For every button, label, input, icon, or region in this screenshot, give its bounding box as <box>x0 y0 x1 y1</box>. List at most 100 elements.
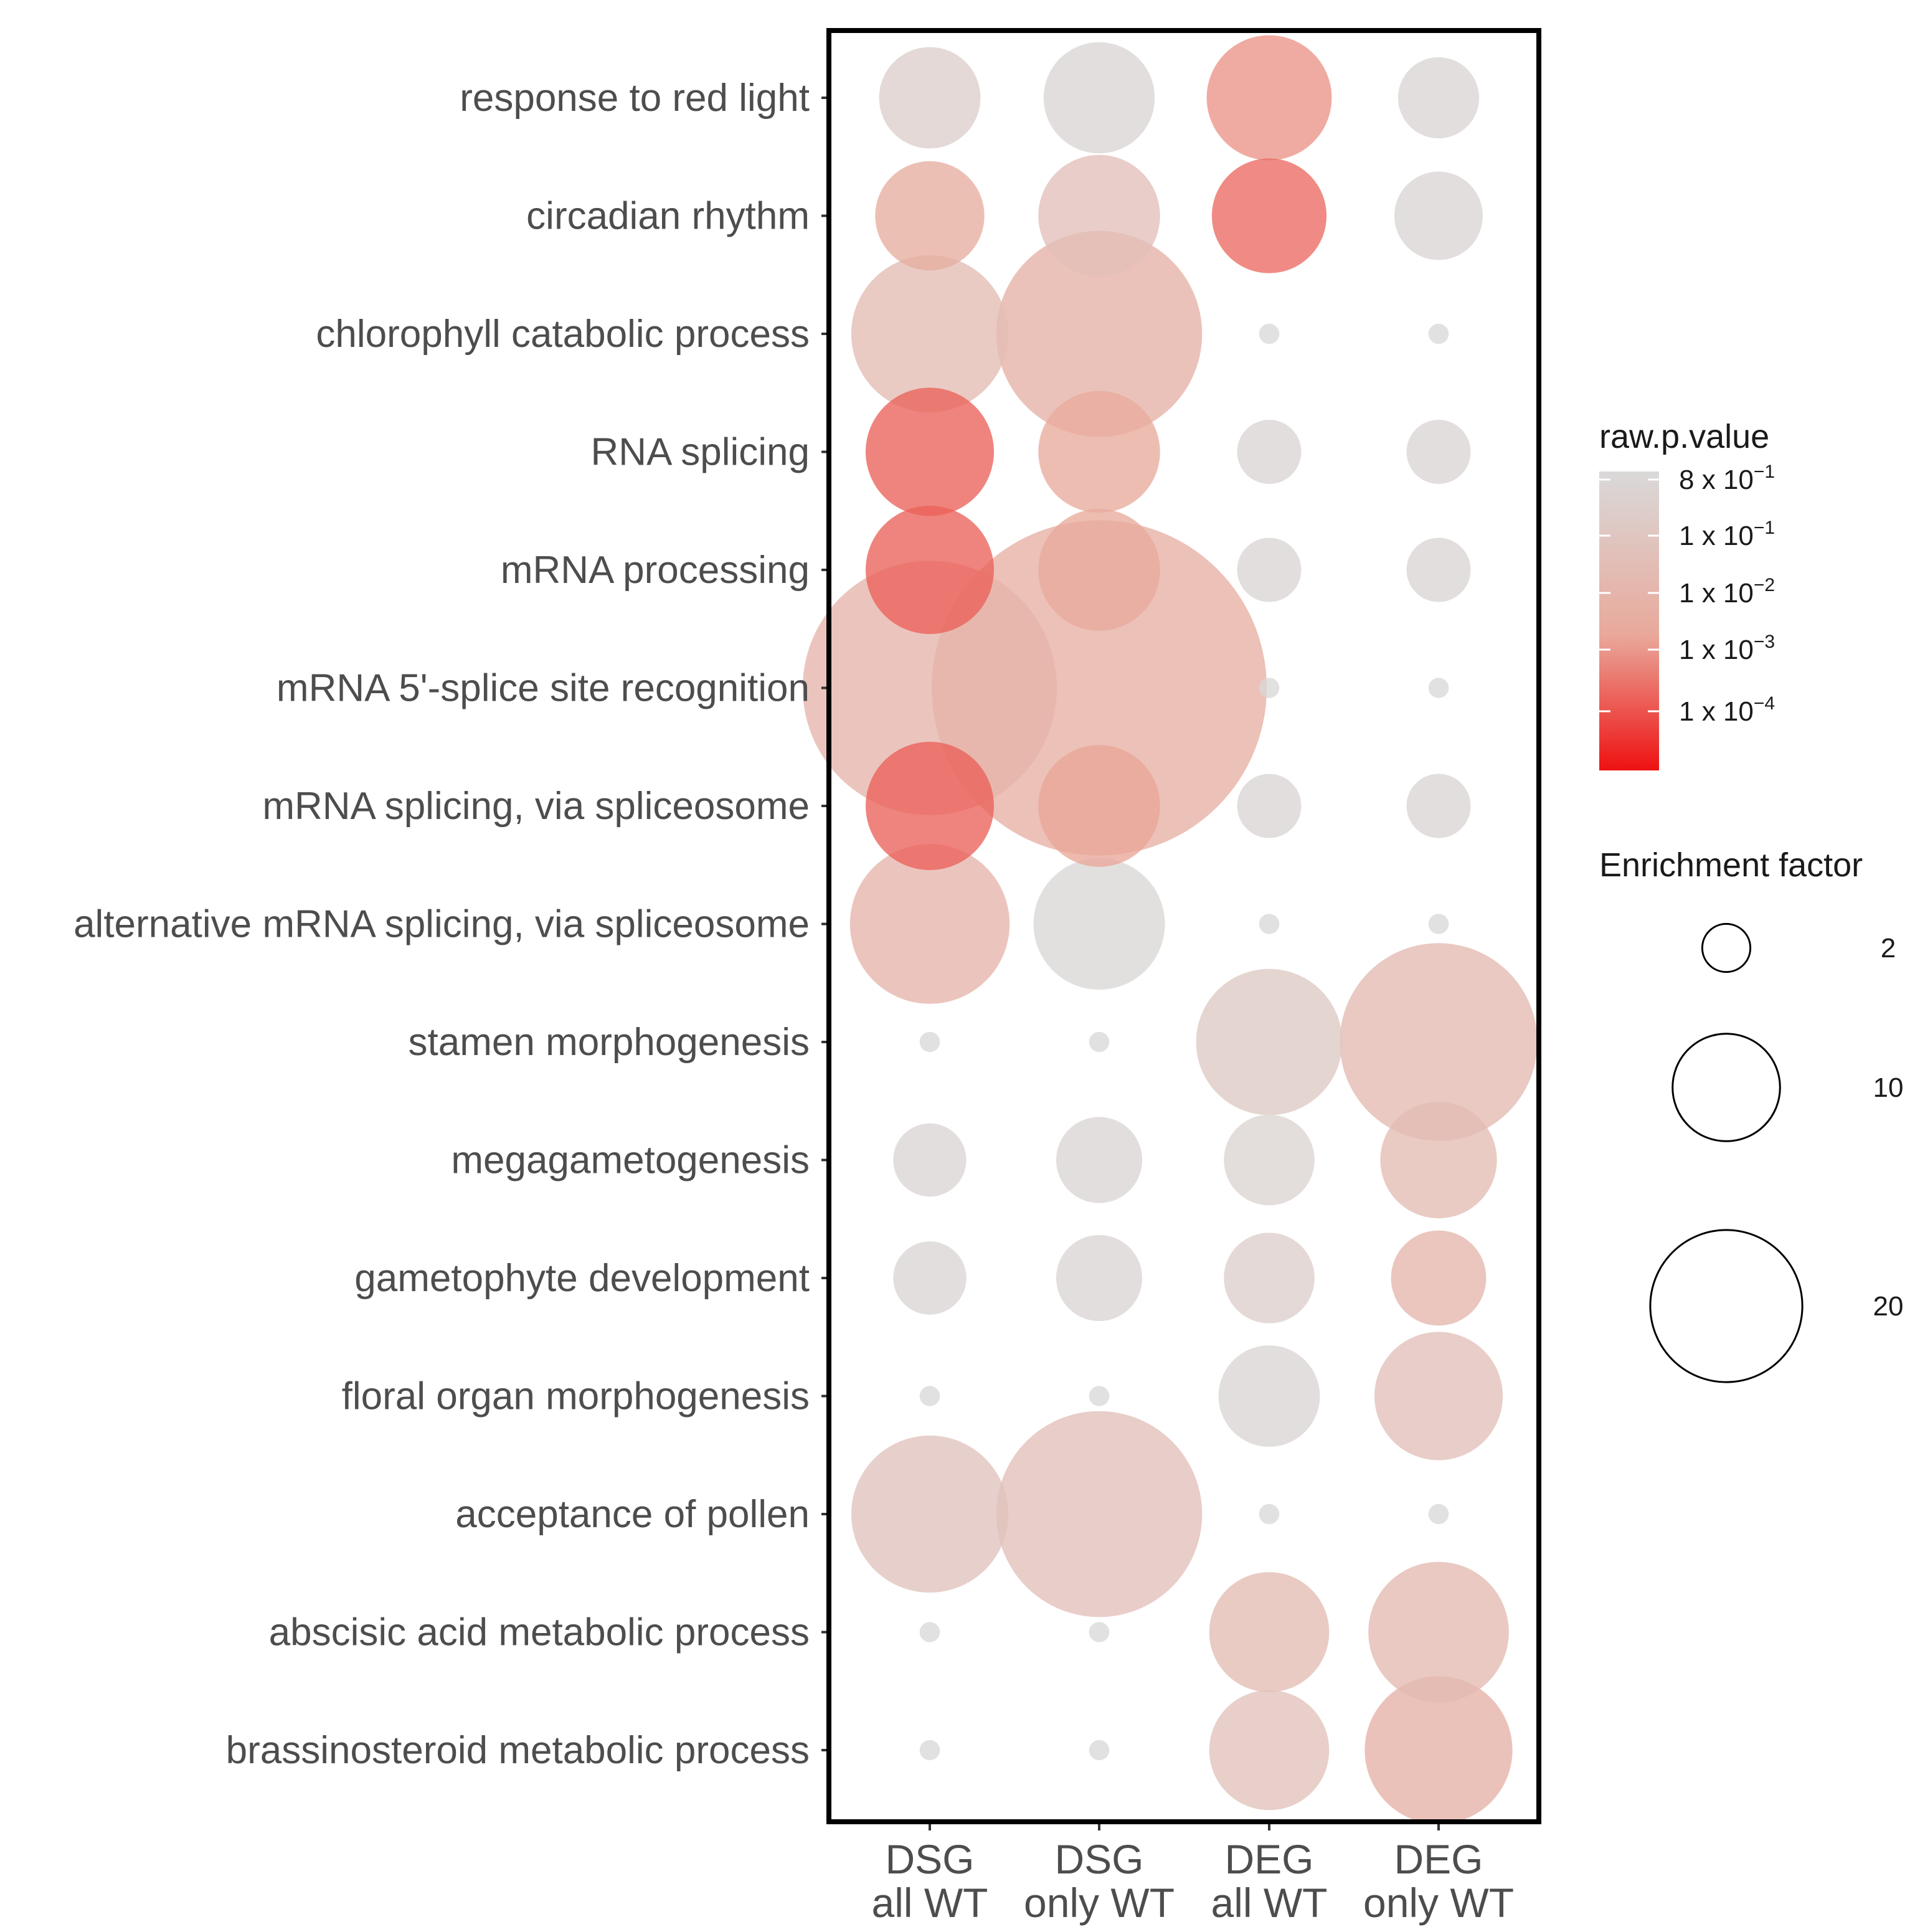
color-legend-label: 1 x 10−3 <box>1679 632 1775 665</box>
y-tick-label: brassinosteroid metabolic process <box>226 1729 810 1772</box>
bubble-point <box>1374 1332 1503 1461</box>
color-legend-title: raw.p.value <box>1599 418 1769 455</box>
bubble-point <box>1428 914 1449 934</box>
bubble-point <box>1056 1234 1143 1322</box>
y-tick-label: floral organ morphogenesis <box>342 1375 810 1418</box>
bubble-point <box>1397 57 1480 139</box>
x-tick-label-line1: DEG <box>1224 1836 1313 1882</box>
bubble-point <box>866 506 994 634</box>
x-tick-label-line1: DSG <box>1054 1836 1143 1882</box>
bubble-point <box>1038 745 1160 867</box>
bubble-point <box>1237 774 1302 838</box>
size-legend-label: 2 <box>1881 933 1896 964</box>
y-tick-label: acceptance of pollen <box>455 1493 810 1536</box>
bubble-point <box>1038 509 1160 631</box>
bubble-point <box>1089 1740 1110 1761</box>
bubble-point <box>1259 914 1280 934</box>
x-tick-label-line2: all WT <box>1211 1880 1328 1926</box>
bubble-point <box>1089 1386 1110 1406</box>
bubble-point <box>851 255 1009 413</box>
bubble-point <box>851 1435 1009 1593</box>
size-legend-circle <box>1649 1229 1804 1383</box>
bubble-point <box>1196 968 1343 1115</box>
x-tick-label-line2: only WT <box>1363 1880 1514 1926</box>
bubble-point <box>1391 1230 1487 1326</box>
color-legend-bar <box>1599 471 1659 770</box>
bubble-point <box>866 387 994 516</box>
y-tick-label: gametophyte development <box>354 1257 810 1300</box>
bubble-point <box>1406 537 1471 602</box>
bubble-point <box>1394 171 1483 260</box>
x-tick-label-line1: DSG <box>885 1836 974 1882</box>
bubble-point <box>996 230 1203 437</box>
x-tick-label-line2: only WT <box>1024 1880 1175 1926</box>
y-axis: response to red light circadian rhythm chl… <box>73 77 826 1772</box>
bubble-point <box>1089 1031 1110 1053</box>
bubble-point <box>1364 1676 1513 1824</box>
data-points <box>802 35 1538 1824</box>
bubble-point <box>1259 323 1280 344</box>
bubble-point <box>1206 35 1332 161</box>
bubble-point <box>1406 420 1471 484</box>
bubble-point <box>893 1123 967 1197</box>
color-legend-label: 1 x 10−4 <box>1679 693 1775 727</box>
size-legend-circle <box>1701 922 1752 973</box>
y-tick-label: stamen morphogenesis <box>409 1021 810 1064</box>
size-legend-label: 20 <box>1873 1291 1904 1322</box>
bubble-point <box>1038 391 1160 513</box>
legend-size: Enrichment factor 2 10 20 <box>1599 846 1904 1383</box>
y-tick-label: megagametogenesis <box>451 1139 810 1182</box>
bubble-point <box>1211 158 1327 273</box>
plot-panel-border <box>826 28 1541 1824</box>
bubble-point <box>893 1241 967 1315</box>
color-legend-label: 8 x 10−1 <box>1679 462 1775 495</box>
bubble-point <box>1428 323 1449 344</box>
bubble-point <box>996 1411 1203 1617</box>
size-legend-circle <box>1671 1033 1781 1142</box>
y-tick-label: mRNA splicing, via spliceosome <box>262 785 810 828</box>
bubble-point <box>1043 42 1155 154</box>
bubble-point <box>1380 1101 1497 1219</box>
y-tick-label: mRNA 5'-splice site recognition <box>277 667 810 710</box>
bubble-point <box>1368 1561 1509 1703</box>
bubble-point <box>1038 154 1160 277</box>
bubble-point <box>1218 1345 1320 1447</box>
bubble-point <box>1033 858 1165 990</box>
bubble-point <box>1237 420 1302 484</box>
bubble-point <box>1224 1114 1315 1206</box>
bubble-point <box>919 1740 940 1761</box>
x-tick-label-line1: DEG <box>1394 1836 1483 1882</box>
bubble-point <box>1428 678 1449 698</box>
size-legend-title: Enrichment factor <box>1599 846 1863 884</box>
bubble-point <box>1056 1117 1143 1203</box>
bubble-point <box>919 1622 940 1642</box>
bubble-point <box>1209 1690 1330 1811</box>
bubble-point <box>919 1031 940 1053</box>
y-tick-label: abscisic acid metabolic process <box>269 1611 810 1654</box>
color-legend-label: 1 x 10−2 <box>1679 575 1775 608</box>
x-tick-label-line2: all WT <box>872 1880 988 1926</box>
bubble-point <box>875 161 985 271</box>
bubble-point <box>1406 774 1471 838</box>
bubble-point <box>849 844 1010 1004</box>
bubble-point <box>1259 1503 1280 1525</box>
bubble-point <box>1089 1622 1110 1642</box>
bubble-point <box>1224 1233 1315 1324</box>
color-legend-label: 1 x 10−1 <box>1679 518 1775 551</box>
bubble-point <box>1340 943 1538 1141</box>
bubble-point <box>1209 1572 1330 1692</box>
legend-color: raw.p.value 8 x 10−1 1 x 10−1 1 x 10−2 1 x 1… <box>1599 418 1775 770</box>
bubble-point <box>802 561 1057 815</box>
bubble-point <box>919 1386 940 1406</box>
size-legend-label: 10 <box>1873 1073 1904 1103</box>
y-tick-label: mRNA processing <box>501 549 810 592</box>
y-tick-label: alternative mRNA splicing, via spliceoso… <box>73 903 810 946</box>
bubble-point <box>1259 678 1280 698</box>
bubble-point <box>879 47 981 149</box>
bubble-point <box>1237 537 1302 602</box>
y-tick-label: circadian rhythm <box>526 195 810 238</box>
y-tick-label: response to red light <box>460 77 810 120</box>
